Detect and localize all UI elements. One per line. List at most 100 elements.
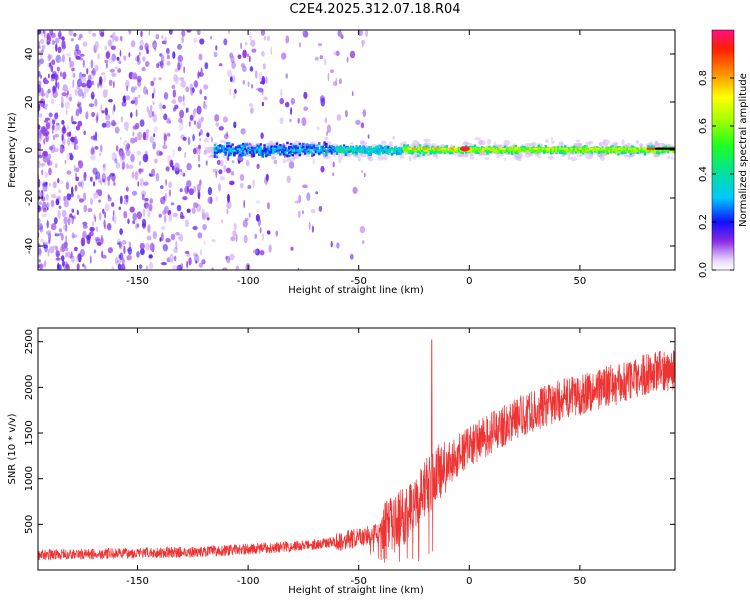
spectrogram-cell: [540, 147, 542, 150]
spectrogram-cell: [318, 43, 322, 47]
spectrogram-cell: [235, 149, 238, 153]
spectrogram-cell: [222, 267, 228, 270]
spectrogram-cell: [387, 149, 390, 152]
spectrogram-cell: [55, 245, 58, 251]
spectrogram-cell: [457, 149, 461, 153]
spectrogram-cell: [549, 150, 553, 153]
spectrogram-cell: [280, 89, 283, 97]
spectrogram-cell: [661, 148, 664, 152]
spectrogram-cell: [222, 148, 225, 151]
spectrogram-cell: [56, 122, 60, 126]
spectrogram-cell: [649, 147, 652, 150]
spectrogram-cell: [163, 92, 169, 100]
spectrogram-cell: [229, 87, 232, 96]
spectrogram-cell: [334, 148, 337, 151]
spectrogram-cell: [123, 211, 128, 219]
spectrogram-cell: [94, 215, 97, 223]
spectrogram-cell: [311, 225, 314, 233]
spectrogram-cell: [198, 262, 204, 268]
spectrogram-cell: [488, 150, 491, 153]
spectrogram-cell: [511, 147, 514, 150]
spectrogram-cell: [493, 145, 496, 149]
spectrogram-cell: [248, 212, 251, 218]
spectrogram-cell: [171, 84, 176, 89]
spectrogram-cell: [41, 44, 46, 50]
spectrogram-cell: [586, 147, 589, 150]
spectrogram-cell: [362, 149, 365, 152]
spectrogram-cell: [341, 148, 344, 152]
colorbar: 0.00.20.40.60.8 Normalized spectral ampl…: [698, 29, 749, 278]
spectrogram-cell: [595, 151, 599, 154]
spectrogram-cell: [193, 185, 197, 193]
spectrogram-cell: [145, 265, 149, 270]
spectrogram-cell: [71, 232, 75, 239]
spectrogram-cell: [65, 264, 69, 269]
spectrogram-cell: [210, 136, 213, 143]
spectrogram-cell: [286, 153, 289, 156]
spectrogram-cell: [158, 102, 162, 110]
spectrogram-cell: [434, 151, 438, 154]
spectrogram-cell: [530, 147, 532, 150]
spectrogram-cell: [238, 153, 241, 157]
spectrogram-cell: [289, 150, 293, 154]
spectrogram-cell: [409, 155, 412, 162]
spectrogram-cell: [652, 148, 655, 152]
spectrogram-cell: [174, 255, 177, 262]
spectrogram-cell: [500, 151, 503, 154]
spectrogram-cell: [73, 143, 77, 150]
spectrogram-cell: [227, 148, 231, 151]
spectrogram-cell: [647, 145, 650, 148]
spectrogram-cell: [54, 133, 59, 138]
spectrogram-cell: [199, 38, 205, 45]
spectrogram-cell: [98, 212, 102, 221]
spectrogram-cell: [132, 212, 137, 221]
spectrogram-cell: [629, 152, 632, 156]
spectrogram-cell: [443, 147, 445, 150]
spectrogram-cell: [81, 82, 87, 88]
spectrogram-cell: [298, 150, 302, 154]
spectrogram-cell: [205, 160, 208, 166]
spectrogram-cell: [643, 151, 647, 154]
spectrogram-cell: [83, 204, 88, 213]
spectrogram-cell: [488, 146, 491, 149]
spectrogram-cell: [429, 149, 432, 153]
spectrogram-cell: [362, 146, 365, 150]
spectrogram-cell: [62, 54, 65, 63]
spectrogram-cell: [438, 147, 441, 150]
spectrogram-cell: [64, 252, 68, 258]
spectrogram-cell: [416, 147, 419, 150]
spectrogram-cell: [265, 173, 269, 182]
spectrogram-cell: [90, 176, 93, 182]
spectrogram-cell: [169, 253, 174, 263]
spectrogram-cell: [546, 150, 549, 153]
spectrogram-cell: [226, 148, 229, 152]
spectrogram-cell: [76, 263, 80, 270]
spectrogram-cell: [503, 145, 507, 148]
y-tick-label: 2000: [24, 375, 35, 400]
spectrogram-cell: [285, 158, 292, 163]
spectrogram-cell: [411, 149, 415, 152]
spectrogram-cell: [480, 149, 484, 152]
spectrogram-cell: [254, 146, 257, 150]
spectrogram-cell: [279, 146, 282, 150]
spectrogram-cell: [102, 163, 107, 172]
spectrogram-cell: [381, 149, 385, 153]
spectrogram-x-label: Height of straight line (km): [288, 285, 424, 296]
spectrogram-cell: [445, 147, 447, 150]
spectrogram-cell: [254, 151, 257, 154]
spectrogram-cell: [323, 143, 326, 146]
spectrogram-cell: [526, 149, 530, 152]
spectrogram-cell: [216, 159, 221, 165]
spectrogram-cell: [406, 147, 409, 150]
spectrogram-cell: [490, 147, 493, 150]
spectrogram-cell: [244, 217, 249, 222]
spectrogram-cell: [142, 56, 146, 62]
spectrogram-cell: [139, 178, 144, 187]
spectrogram-cell: [385, 145, 388, 148]
spectrogram-cell: [65, 235, 68, 243]
spectrogram-cell: [358, 146, 362, 149]
spectrogram-cell: [512, 147, 515, 150]
spectrogram-cell: [140, 30, 143, 37]
spectrogram-cell: [72, 79, 75, 89]
spectrogram-cell: [56, 264, 62, 270]
